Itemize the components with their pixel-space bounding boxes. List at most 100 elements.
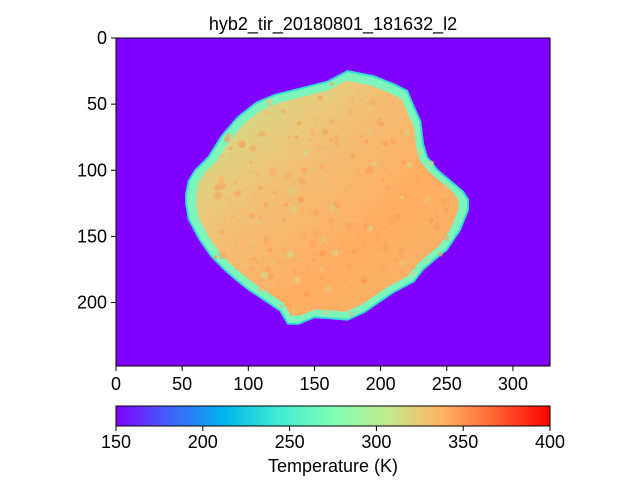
texture-spot <box>312 230 319 238</box>
texture-spot <box>392 136 400 144</box>
texture-spot <box>328 138 333 142</box>
texture-spot <box>227 231 231 235</box>
colorbar-ticks: 150 200 250 300 350 400 <box>101 426 565 452</box>
texture-spot <box>323 180 330 188</box>
texture-spot <box>263 202 269 208</box>
texture-spot <box>350 97 354 100</box>
texture-spot <box>298 177 306 186</box>
texture-spot <box>381 243 389 252</box>
texture-spot <box>334 222 338 226</box>
texture-spot <box>323 146 326 150</box>
texture-spot <box>424 258 431 264</box>
texture-spot <box>284 203 288 207</box>
texture-spot <box>302 253 307 258</box>
texture-spot <box>287 135 291 139</box>
texture-spot <box>298 196 304 203</box>
texture-spot <box>434 240 439 245</box>
texture-spot <box>451 221 454 225</box>
texture-spot <box>365 166 374 175</box>
texture-spot <box>261 271 268 279</box>
texture-spot <box>398 246 406 254</box>
texture-spot <box>435 215 439 218</box>
y-tick-label: 0 <box>97 28 107 48</box>
texture-spot <box>378 265 386 274</box>
texture-spot <box>229 146 233 151</box>
texture-spot <box>279 303 284 309</box>
texture-spot <box>311 254 316 259</box>
colorbar-gradient <box>116 406 550 426</box>
texture-spot <box>315 143 324 152</box>
x-tick-label: 100 <box>233 374 263 394</box>
texture-spot <box>408 256 411 259</box>
texture-spot <box>393 258 397 262</box>
texture-spot <box>443 207 449 213</box>
texture-spot <box>211 178 214 181</box>
texture-spot <box>365 189 370 195</box>
texture-spot <box>287 187 296 196</box>
texture-spot <box>399 259 406 266</box>
texture-spot <box>310 130 316 136</box>
texture-spot <box>385 241 388 244</box>
texture-spot <box>308 239 317 248</box>
texture-spot <box>357 169 360 172</box>
texture-spot <box>322 129 329 136</box>
colorbar-frame <box>115 405 551 427</box>
texture-spot <box>333 201 337 205</box>
plot-frame <box>115 37 551 367</box>
texture-spot <box>258 130 266 138</box>
texture-spot <box>325 91 334 99</box>
asteroid-body <box>196 80 459 316</box>
texture-spot <box>256 267 261 272</box>
texture-spot <box>327 218 335 225</box>
texture-spot <box>262 236 271 244</box>
texture-spot <box>242 189 245 192</box>
texture-spot <box>252 240 256 244</box>
texture-spot <box>329 118 336 125</box>
colorbar-tick-label: 150 <box>101 432 131 452</box>
texture-spot <box>412 206 416 210</box>
texture-spot <box>218 229 225 235</box>
texture-spot <box>316 130 323 137</box>
texture-spot <box>375 115 379 119</box>
texture-spot <box>245 217 252 224</box>
texture-spot <box>339 240 344 244</box>
texture-spot <box>328 280 332 284</box>
texture-spot <box>444 194 448 197</box>
texture-spot <box>324 285 332 293</box>
texture-spot <box>442 183 450 191</box>
texture-spot <box>319 267 324 272</box>
texture-spot <box>374 232 382 240</box>
texture-spot <box>206 177 210 181</box>
texture-spot <box>329 81 334 87</box>
texture-spot <box>312 253 316 258</box>
texture-spot <box>238 140 246 148</box>
texture-spot <box>359 109 362 112</box>
texture-spot <box>291 306 299 314</box>
texture-spot <box>272 277 281 286</box>
texture-spot <box>366 158 370 162</box>
texture-spot <box>335 142 340 147</box>
texture-spot <box>385 185 391 192</box>
texture-spot <box>360 275 368 284</box>
texture-spot <box>239 149 242 152</box>
texture-spot <box>249 160 253 164</box>
x-tick-label: 300 <box>498 374 528 394</box>
texture-spot <box>385 229 389 234</box>
texture-spot <box>288 226 291 230</box>
texture-spot <box>254 193 257 196</box>
x-tick-label: 150 <box>299 374 329 394</box>
colorbar-label: Temperature (K) <box>268 456 398 476</box>
texture-spot <box>284 172 291 179</box>
texture-spot <box>433 222 442 231</box>
texture-spot <box>372 134 376 138</box>
texture-spot <box>251 268 256 273</box>
texture-spot <box>345 221 353 229</box>
y-tick-label: 150 <box>77 226 107 246</box>
texture-spot <box>369 195 377 203</box>
texture-spot <box>329 204 337 211</box>
texture-spot <box>401 160 406 165</box>
texture-spot <box>277 162 281 166</box>
chart-title: hyb2_tir_20180801_181632_l2 <box>209 14 457 35</box>
texture-spot <box>393 213 402 221</box>
y-tick-label: 100 <box>77 160 107 180</box>
